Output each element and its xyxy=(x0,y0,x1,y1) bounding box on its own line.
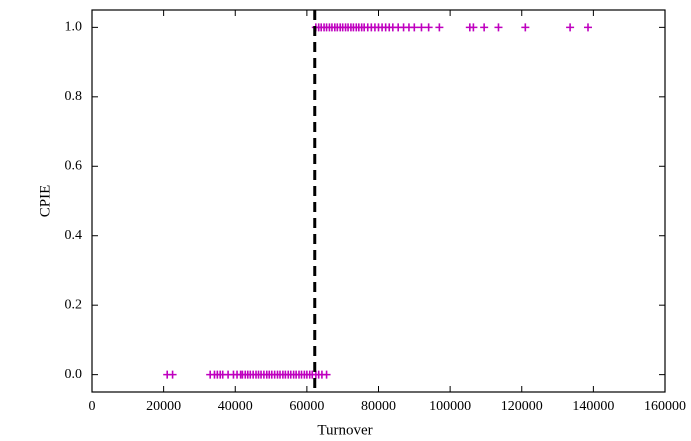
marker xyxy=(410,23,419,32)
x-tick-label: 100000 xyxy=(429,399,471,414)
y-tick-label: 0.4 xyxy=(65,228,83,243)
marker xyxy=(480,23,489,32)
y-tick-label: 0.2 xyxy=(65,297,83,312)
x-tick-label: 140000 xyxy=(572,399,614,414)
marker xyxy=(584,23,593,32)
y-tick-label: 0.8 xyxy=(65,89,83,104)
x-tick-label: 60000 xyxy=(289,399,324,414)
marker xyxy=(566,23,575,32)
marker xyxy=(168,370,177,379)
y-tick-label: 0.0 xyxy=(65,367,83,382)
x-tick-label: 160000 xyxy=(644,399,686,414)
y-tick-label: 0.6 xyxy=(65,158,83,173)
marker xyxy=(469,23,478,32)
x-tick-label: 20000 xyxy=(146,399,181,414)
marker xyxy=(417,23,426,32)
x-axis-label: Turnover xyxy=(317,422,372,438)
x-tick-label: 80000 xyxy=(361,399,396,414)
marker xyxy=(322,370,331,379)
x-tick-label: 0 xyxy=(89,399,96,414)
marker xyxy=(494,23,503,32)
y-tick-label: 1.0 xyxy=(65,20,83,35)
x-tick-label: 40000 xyxy=(218,399,253,414)
marker xyxy=(424,23,433,32)
x-tick-label: 120000 xyxy=(501,399,543,414)
marker xyxy=(521,23,530,32)
marker xyxy=(435,23,444,32)
y-axis-label: CPIE xyxy=(37,185,53,218)
plot-frame xyxy=(91,9,666,393)
